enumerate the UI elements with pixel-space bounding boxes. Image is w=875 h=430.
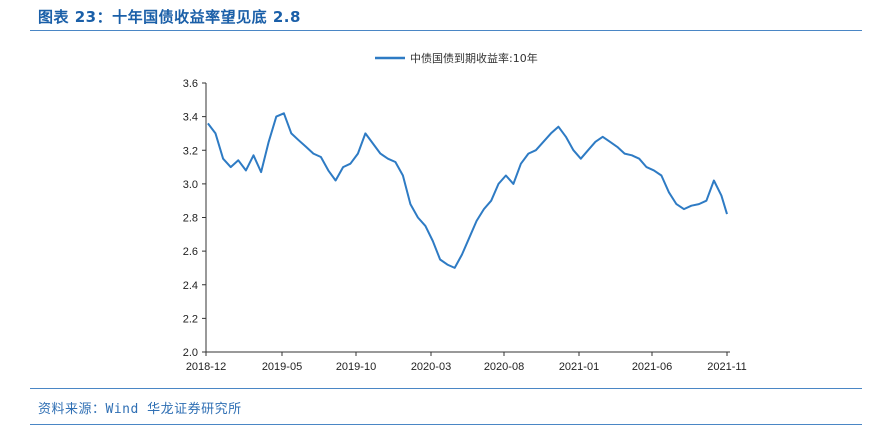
- x-tick-label: 2019-10: [336, 361, 376, 373]
- y-tick-label: 2.0: [183, 347, 198, 359]
- figure-title: 图表 23：十年国债收益率望见底 2.8: [38, 8, 301, 26]
- y-tick-label: 3.2: [183, 145, 198, 157]
- x-tick-label: 2019-05: [262, 361, 302, 373]
- y-tick-label: 3.6: [183, 78, 198, 90]
- x-tick-label: 2020-03: [411, 361, 451, 373]
- x-tick-label: 2021-06: [632, 361, 672, 373]
- y-tick-label: 2.4: [183, 280, 198, 292]
- y-tick-label: 2.8: [183, 213, 198, 225]
- y-tick-label: 2.6: [183, 246, 198, 258]
- legend-label: 中债国债到期收益率:10年: [410, 51, 538, 65]
- y-tick-label: 3.0: [183, 179, 198, 191]
- x-tick-label: 2021-01: [559, 361, 599, 373]
- chart-legend: 中债国债到期收益率:10年: [375, 51, 538, 65]
- series-line-10y-yield: [207, 112, 728, 269]
- title-divider: [30, 30, 862, 31]
- yield-chart: 中债国债到期收益率:10年 2.0 2.2 2.4 2.6 2.8 3.0 3.2 3.4 3.…: [183, 51, 747, 373]
- source-note: 资料来源：Wind 华龙证券研究所: [38, 402, 242, 417]
- x-tick-label: 2018-12: [186, 361, 226, 373]
- x-tick-label: 2021-11: [707, 361, 747, 373]
- source-divider-top: [30, 388, 862, 389]
- y-tick-label: 3.4: [183, 112, 198, 124]
- x-tick-label: 2020-08: [484, 361, 524, 373]
- x-tick-group: 2018-12 2019-05 2019-10 2020-03 2020-08 2021-…: [186, 352, 747, 373]
- y-tick-group: 2.0 2.2 2.4 2.6 2.8 3.0 3.2 3.4 3.6: [183, 78, 206, 359]
- source-divider-bottom: [30, 424, 862, 425]
- y-tick-label: 2.2: [183, 313, 198, 325]
